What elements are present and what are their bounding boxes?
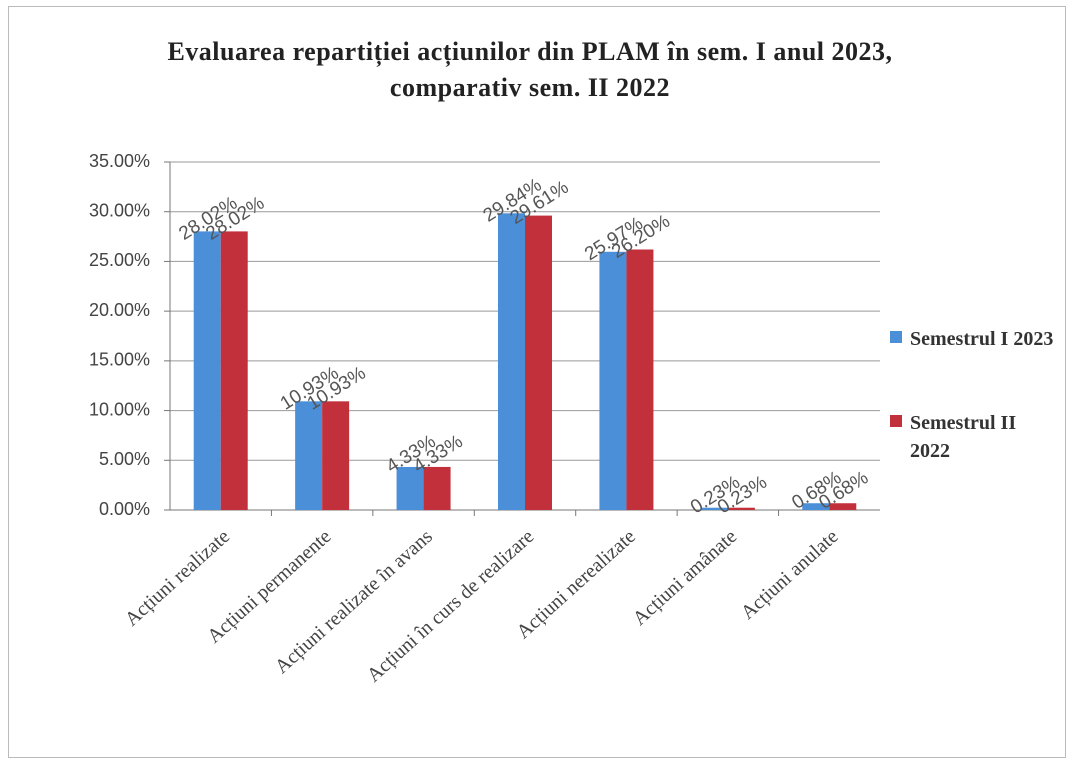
- bar: [829, 503, 857, 510]
- y-tick-label: 5.00%: [99, 449, 150, 469]
- y-tick-label: 25.00%: [89, 250, 150, 270]
- y-tick-label: 20.00%: [89, 300, 150, 320]
- bar: [727, 507, 755, 510]
- bar: [626, 249, 654, 511]
- bar: [599, 251, 627, 510]
- legend-label: Semestrul II 2022: [910, 412, 1017, 462]
- bar: [220, 231, 248, 511]
- x-tick-label: Acțiuni anulate: [737, 525, 843, 624]
- bar: [498, 213, 525, 510]
- legend-swatch: [890, 415, 902, 427]
- y-tick-label: 0.00%: [99, 499, 150, 519]
- legend-swatch: [890, 331, 902, 343]
- bar: [802, 503, 830, 510]
- frame: [8, 6, 1066, 758]
- y-tick-label: 15.00%: [89, 350, 150, 370]
- y-tick-label: 35.00%: [89, 151, 150, 171]
- legend-label: Semestrul I 2023: [910, 328, 1054, 350]
- bar: [295, 401, 323, 510]
- y-tick-label: 10.00%: [89, 399, 150, 419]
- x-tick-label: Acțiuni amânate: [629, 525, 742, 629]
- bar: [525, 215, 552, 511]
- bar: [193, 231, 221, 511]
- bar: [396, 466, 424, 510]
- legend-item: Semestrul I 2023: [890, 325, 1060, 353]
- x-tick-label: Acțiuni realizate: [121, 525, 234, 630]
- bar: [322, 401, 350, 510]
- y-tick-label: 30.00%: [89, 200, 150, 220]
- legend-item: Semestrul II 2022: [890, 409, 1060, 465]
- chart-title: Evaluarea repartiției acțiunilor din PLA…: [167, 37, 893, 102]
- bar: [423, 466, 451, 510]
- bar: [700, 507, 728, 510]
- x-tick-label: Acțiuni în curs de realizare: [363, 525, 539, 686]
